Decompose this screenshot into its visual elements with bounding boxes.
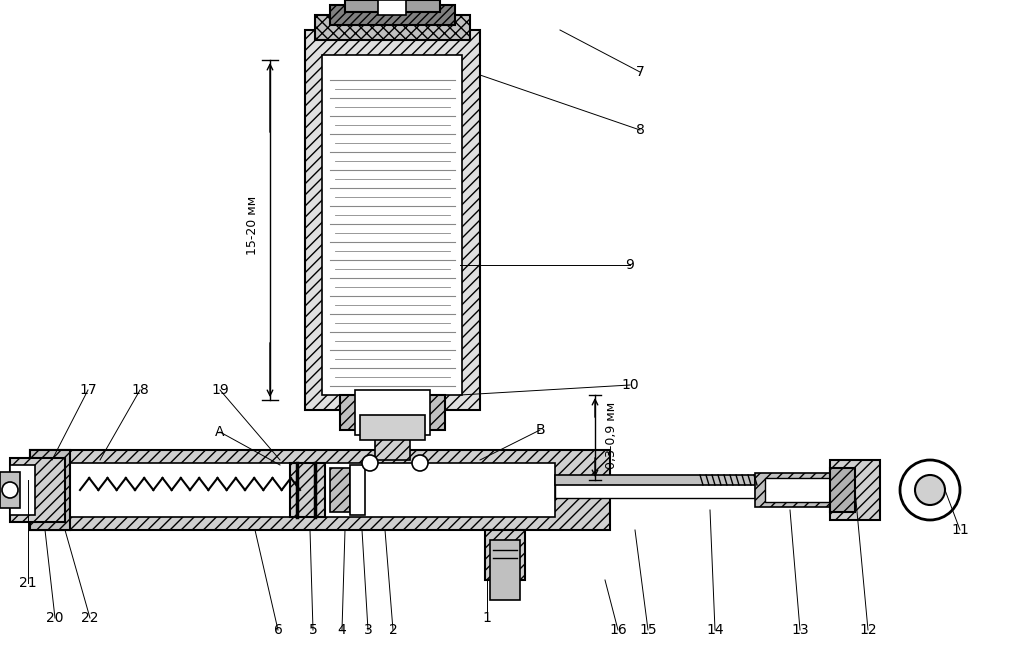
Text: 5: 5	[309, 623, 317, 637]
Text: 2: 2	[388, 623, 398, 637]
Text: 1: 1	[482, 611, 492, 625]
Bar	[340, 395, 445, 430]
Text: 4: 4	[338, 623, 346, 637]
Bar	[10, 465, 35, 515]
Text: 15-20 мм: 15-20 мм	[246, 195, 258, 255]
Bar	[829, 460, 880, 520]
Text: B: B	[535, 423, 544, 437]
Text: 8: 8	[635, 123, 645, 137]
Bar	[486, 530, 525, 580]
Bar	[30, 450, 70, 530]
Bar	[290, 463, 325, 517]
Circle shape	[362, 455, 378, 471]
Text: 16: 16	[609, 623, 627, 637]
Bar	[330, 468, 350, 512]
Text: 10: 10	[621, 378, 638, 392]
Text: 7: 7	[635, 65, 645, 79]
Bar	[555, 482, 755, 498]
Bar	[765, 478, 829, 502]
Text: 3: 3	[364, 623, 372, 637]
Text: 11: 11	[951, 523, 969, 537]
Bar	[10, 458, 65, 522]
Text: 20: 20	[46, 611, 64, 625]
Text: 18: 18	[131, 383, 149, 397]
Text: 13: 13	[791, 623, 809, 637]
Bar	[55, 463, 555, 517]
Text: 15: 15	[639, 623, 657, 637]
Bar	[375, 415, 410, 460]
Circle shape	[915, 475, 945, 505]
Bar	[30, 450, 611, 530]
Circle shape	[412, 455, 428, 471]
Bar	[330, 5, 455, 25]
Text: A: A	[215, 425, 225, 439]
Bar	[555, 475, 755, 485]
Bar	[322, 55, 462, 395]
Bar	[755, 473, 835, 507]
Bar	[350, 465, 365, 515]
Bar	[0, 472, 20, 508]
Bar	[829, 468, 855, 512]
Text: 22: 22	[82, 611, 99, 625]
Text: 6: 6	[274, 623, 282, 637]
Text: 17: 17	[80, 383, 97, 397]
Text: 12: 12	[859, 623, 877, 637]
Text: 0,3-0,9 мм: 0,3-0,9 мм	[605, 401, 619, 468]
Circle shape	[2, 482, 18, 498]
Bar	[355, 390, 430, 435]
Text: 19: 19	[211, 383, 229, 397]
Text: 9: 9	[626, 258, 634, 272]
Text: 14: 14	[707, 623, 724, 637]
Circle shape	[900, 460, 960, 520]
Bar	[315, 15, 470, 40]
Bar	[490, 540, 520, 600]
Text: 21: 21	[20, 576, 37, 590]
Bar	[305, 30, 480, 410]
Bar	[378, 0, 406, 15]
Bar	[345, 0, 440, 12]
Bar	[359, 415, 425, 440]
